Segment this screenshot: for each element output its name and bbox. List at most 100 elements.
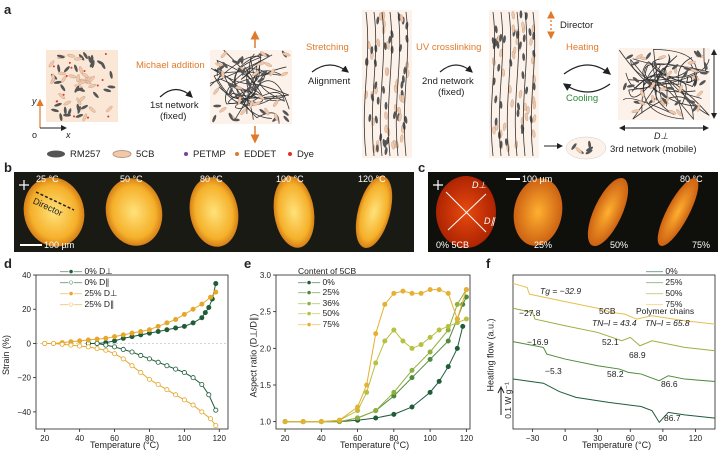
d-point	[85, 344, 91, 350]
5cb-molecule	[88, 106, 96, 113]
rm257-molecule	[77, 105, 81, 114]
rm257-molecule	[56, 54, 65, 59]
5cb-molecule	[687, 60, 696, 65]
e-point	[318, 419, 324, 425]
d-point	[199, 409, 205, 415]
e-ytick-label: 3.0	[260, 271, 272, 280]
step-alignment: Alignment	[308, 76, 351, 87]
e-point	[364, 389, 370, 395]
f-xlabel: Temperature (°C)	[582, 440, 652, 450]
rm257-molecule	[693, 50, 700, 58]
e-point	[373, 331, 379, 337]
dye-dot	[52, 65, 55, 68]
5cb-molecule	[640, 89, 645, 98]
step-director: Director	[560, 20, 594, 31]
5cb-molecule	[274, 112, 279, 121]
d-point	[181, 323, 187, 329]
d-point	[199, 301, 205, 307]
e-point	[445, 338, 451, 344]
5cb-molecule	[510, 99, 514, 108]
5cb-molecule	[221, 70, 225, 79]
rm257-molecule	[376, 144, 379, 153]
d-point	[190, 306, 196, 312]
d-point	[146, 356, 152, 362]
d-legend: —●— 0% D⊥ —○— 0% D∥ —●— 25% D⊥ —○— 25% D…	[60, 266, 117, 310]
5cb-molecule	[532, 114, 537, 123]
d-point	[129, 349, 135, 355]
temp-c: 80 °C	[680, 174, 703, 184]
rm257-molecule	[626, 84, 635, 88]
5cb-molecule	[393, 84, 398, 94]
f-xtick-label: −30	[526, 434, 540, 443]
dye-dot	[101, 79, 104, 82]
e-point	[436, 287, 442, 293]
e-point	[391, 290, 397, 296]
first-network-box	[209, 49, 292, 124]
rm257-molecule	[80, 104, 88, 110]
e-legend-item: —●— 0%	[298, 276, 335, 287]
e-point	[391, 389, 397, 395]
e-point	[460, 323, 466, 329]
d-point	[138, 352, 144, 358]
panel-a: a	[0, 0, 721, 172]
rm257-molecule	[499, 100, 503, 109]
d-point	[181, 397, 187, 403]
rm257-molecule	[525, 86, 529, 95]
d-xtick-label: 100	[178, 434, 192, 443]
5cb-molecule	[220, 51, 228, 59]
f-xtick-label: 0	[563, 434, 568, 443]
rm257-molecule	[376, 96, 380, 105]
network-strand	[210, 60, 261, 120]
5cb-molecule	[521, 21, 525, 30]
5cb-molecule	[635, 54, 643, 60]
axis-origin-label: o	[32, 130, 38, 140]
e-point	[364, 382, 370, 388]
rm257-molecule	[699, 80, 706, 86]
rm257-molecule	[374, 81, 378, 90]
rm257-molecule	[532, 82, 536, 91]
rm257-molecule	[528, 28, 532, 37]
5cb-molecule	[678, 84, 683, 93]
rm257-molecule	[671, 64, 679, 70]
rm257-molecule	[100, 61, 106, 70]
network-strand	[379, 11, 385, 157]
d-point	[181, 370, 187, 376]
5cb-molecule	[665, 70, 673, 78]
f-legend-item: —— 75%	[646, 299, 683, 309]
e-point	[454, 301, 460, 307]
f-ann-582: 58.2	[607, 369, 624, 379]
rm257-molecule	[228, 87, 233, 96]
5cb-molecule	[532, 101, 536, 110]
5cb-molecule	[501, 68, 505, 77]
rm257-molecule	[404, 115, 408, 124]
e-point	[355, 404, 361, 410]
d-point	[208, 294, 214, 300]
d-point	[155, 382, 161, 388]
e-point	[436, 327, 442, 333]
rm257-molecule	[63, 106, 67, 115]
temp-b-5: 120 °C	[358, 174, 386, 184]
d-point	[155, 359, 161, 365]
d-xtick-label: 60	[110, 434, 119, 443]
5cb-molecule	[51, 73, 55, 82]
5cb-molecule	[526, 105, 530, 115]
d-point	[112, 338, 118, 344]
e-xtick-label: 20	[281, 434, 290, 443]
d-series-line	[88, 342, 217, 411]
d-ytick-label: 40	[22, 271, 31, 280]
e-point	[391, 411, 397, 417]
d-point	[173, 325, 179, 331]
network-strand	[213, 70, 284, 114]
rm257-molecule	[644, 79, 652, 86]
rm257-molecule	[383, 42, 387, 51]
rm257-molecule	[522, 34, 526, 43]
e-point	[400, 288, 406, 294]
dye-dot	[62, 93, 65, 96]
e-point	[391, 327, 397, 333]
5cb-molecule	[668, 110, 677, 115]
5cb-molecule	[257, 94, 265, 100]
rm257-molecule	[687, 100, 696, 104]
axis-x-label: x	[66, 130, 71, 140]
5cb-molecule	[658, 55, 667, 60]
rm257-molecule	[368, 113, 372, 122]
